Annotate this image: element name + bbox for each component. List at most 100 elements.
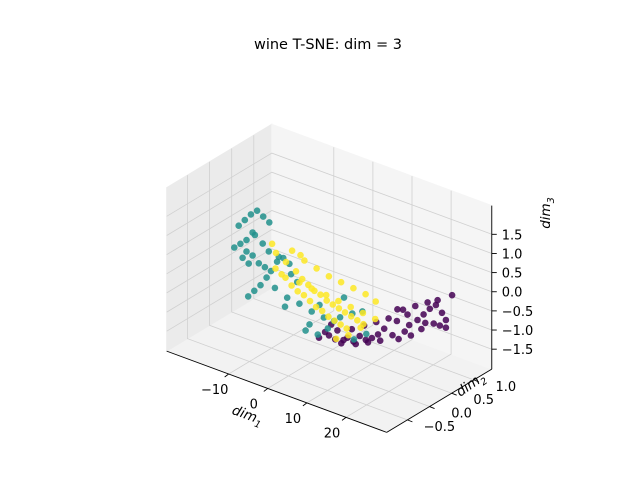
point-s2-45 <box>332 335 340 343</box>
point-s0-3 <box>420 311 427 318</box>
point-s1-18 <box>251 287 258 295</box>
point-s2-31 <box>325 273 333 280</box>
z-tick-label-1: −1.0 <box>502 324 534 339</box>
z-tick-label-3: 0.0 <box>502 286 523 301</box>
point-s2-1 <box>282 258 290 266</box>
y-tick-label-1: 0.0 <box>451 407 472 422</box>
point-s2-38 <box>347 303 355 311</box>
y-tick-3 <box>473 379 480 383</box>
point-s2-43 <box>357 324 365 332</box>
point-s0-43 <box>424 299 431 306</box>
point-s0-14 <box>356 332 364 340</box>
point-s2-6 <box>317 291 324 299</box>
y-tick-label-0: −0.5 <box>424 420 456 435</box>
x-tick-label-2: 10 <box>285 412 302 427</box>
point-s2-46 <box>297 251 304 259</box>
point-s1-22 <box>296 300 303 308</box>
point-s1-36 <box>265 248 273 255</box>
point-s0-33 <box>364 339 372 346</box>
point-s1-8 <box>243 248 250 255</box>
point-s1-29 <box>336 314 344 321</box>
point-s0-35 <box>340 336 347 344</box>
point-s0-7 <box>442 316 450 324</box>
chart-title: wine T-SNE: dim = 3 <box>254 37 402 53</box>
point-s2-8 <box>329 301 337 308</box>
point-s1-16 <box>263 274 270 281</box>
point-s2-15 <box>288 282 295 289</box>
x-tick-3 <box>341 416 347 421</box>
x-axis-line <box>166 350 387 433</box>
x-gridline-2 <box>306 176 413 404</box>
point-s1-11 <box>261 263 269 271</box>
point-s2-19 <box>312 303 320 311</box>
point-s2-0 <box>272 249 280 257</box>
point-s1-7 <box>237 240 244 248</box>
point-s2-42 <box>296 279 303 286</box>
point-s2-29 <box>301 257 308 264</box>
point-s2-22 <box>331 317 338 325</box>
point-s1-19 <box>244 293 252 300</box>
point-s2-11 <box>347 313 355 320</box>
point-s1-45 <box>306 321 313 328</box>
y-tick-0 <box>407 419 413 423</box>
point-s2-23 <box>337 321 344 328</box>
y-gridline-1 <box>209 161 430 407</box>
point-s1-23 <box>308 308 316 315</box>
y-tick-1 <box>429 406 435 409</box>
point-s2-28 <box>288 247 296 254</box>
point-s0-40 <box>385 315 392 322</box>
point-s0-2 <box>414 316 421 324</box>
point-s1-40 <box>239 254 246 262</box>
x-tick-0 <box>224 373 229 378</box>
point-s2-35 <box>372 298 380 305</box>
z-tick-label-0: −1.5 <box>502 343 534 358</box>
point-s1-43 <box>340 294 348 301</box>
x-tick-label-0: −10 <box>201 383 228 398</box>
point-s2-25 <box>272 265 279 272</box>
z-gridline-3 <box>166 210 492 293</box>
point-s2-18 <box>306 297 314 305</box>
point-s1-9 <box>249 252 256 259</box>
point-s1-41 <box>245 260 252 267</box>
point-s2-12 <box>354 317 361 324</box>
point-s0-29 <box>442 324 450 332</box>
point-s2-2 <box>292 268 300 275</box>
point-s1-0 <box>235 222 242 229</box>
point-s2-27 <box>268 240 276 248</box>
y-tick-label-2: 0.5 <box>473 393 494 408</box>
y-gridline-2 <box>231 148 452 394</box>
point-s0-0 <box>394 306 401 313</box>
point-s2-26 <box>278 271 285 278</box>
gridlines <box>166 135 492 421</box>
point-s0-32 <box>376 337 384 345</box>
point-s1-10 <box>255 260 263 267</box>
z-tick-label-5: 1.0 <box>502 247 523 262</box>
point-s1-1 <box>241 216 249 224</box>
point-s0-28 <box>436 322 444 329</box>
point-s2-16 <box>294 288 302 295</box>
point-s1-38 <box>287 270 295 278</box>
x-tick-label-1: 0 <box>250 397 258 412</box>
point-s0-26 <box>422 319 429 327</box>
point-s2-44 <box>345 331 352 339</box>
point-s1-33 <box>231 244 238 251</box>
point-s2-24 <box>343 325 351 332</box>
point-s0-11 <box>368 334 376 342</box>
point-s2-20 <box>318 307 326 315</box>
point-s1-47 <box>363 330 370 338</box>
point-s1-5 <box>266 219 273 226</box>
point-s1-20 <box>271 284 279 292</box>
point-s2-36 <box>322 291 330 299</box>
point-s0-42 <box>412 302 419 310</box>
point-s2-39 <box>359 309 367 317</box>
point-s0-44 <box>434 296 441 304</box>
point-s0-41 <box>399 306 407 314</box>
x-tick-label-3: 20 <box>324 426 341 441</box>
point-s2-41 <box>308 285 316 292</box>
point-s1-34 <box>249 229 256 236</box>
point-s0-36 <box>334 327 341 334</box>
point-s2-7 <box>323 297 331 304</box>
x-gridline-3 <box>345 190 452 418</box>
